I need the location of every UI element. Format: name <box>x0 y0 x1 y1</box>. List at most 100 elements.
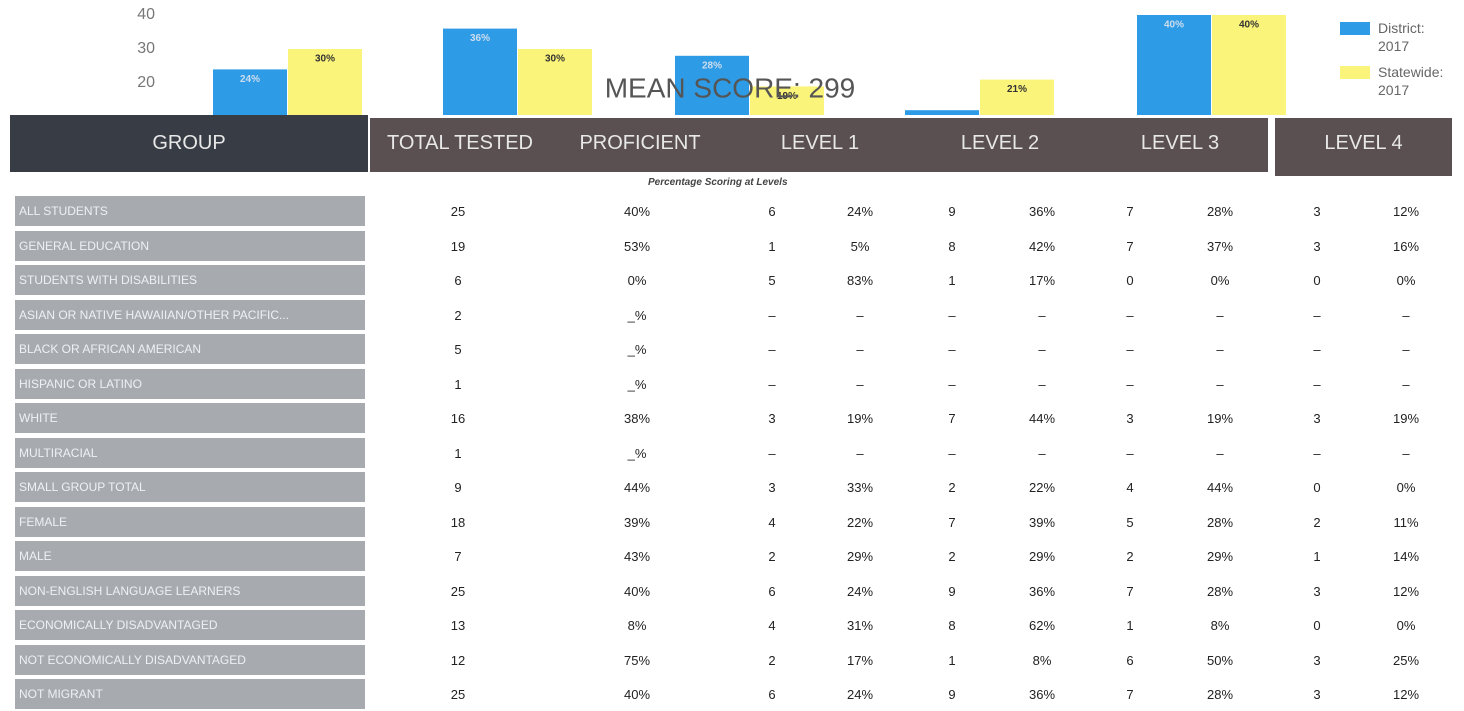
group-label: WHITE <box>15 403 365 433</box>
table-cell: 2 <box>768 652 776 668</box>
group-label: SMALL GROUP TOTAL <box>15 472 365 502</box>
table-cell: 3 <box>1126 411 1134 426</box>
table-cell: – <box>1126 342 1134 357</box>
table-cell: 39% <box>1028 514 1056 530</box>
table-cell: 28% <box>1206 204 1234 219</box>
table-cell: – <box>1126 376 1134 392</box>
table-cell: 5 <box>454 342 462 357</box>
table-cell: 14% <box>1392 549 1420 564</box>
table-cell: 6 <box>768 687 776 702</box>
y-tick-label: 30 <box>137 40 155 57</box>
table-cell: 40% <box>623 204 651 219</box>
bar-label: 21% <box>1007 84 1027 95</box>
table-cell: – <box>1313 342 1321 357</box>
table-cell: 24% <box>846 583 874 599</box>
table-cell: 40% <box>623 687 651 702</box>
table-cell: – <box>1038 342 1046 357</box>
legend-label: District: 2017 <box>1378 20 1425 54</box>
table-cell: – <box>1038 307 1046 323</box>
table-cell: 4 <box>1126 480 1134 495</box>
subheader: Percentage Scoring at Levels <box>648 177 788 188</box>
table-cell: 12% <box>1392 204 1420 219</box>
table-cell: 0% <box>627 273 647 288</box>
table-cell: 25 <box>450 204 466 219</box>
table-cell: 28% <box>1206 687 1234 702</box>
table-cell: – <box>1216 376 1224 392</box>
bar <box>1137 15 1211 115</box>
table-cell: 18 <box>450 514 466 530</box>
table-cell: 36% <box>1028 204 1056 219</box>
table-cell: – <box>1402 376 1410 392</box>
group-label: HISPANIC OR LATINO <box>15 368 365 399</box>
table-cell: 40% <box>623 583 651 599</box>
table-cell: 3 <box>768 480 776 495</box>
bar <box>675 55 749 115</box>
bar-label: 24% <box>240 74 260 85</box>
bar <box>750 86 824 115</box>
table-cell: 2 <box>1313 514 1321 530</box>
group-label: ASIAN OR NATIVE HAWAIIAN/OTHER PACIFIC..… <box>15 299 365 330</box>
table-cell: 3 <box>768 411 776 426</box>
table-cell: – <box>948 445 956 461</box>
table-cell: 11% <box>1393 514 1419 530</box>
group-label: ECONOMICALLY DISADVANTAGED <box>15 610 365 640</box>
group-label: FEMALE <box>15 506 365 537</box>
table-cell: – <box>1216 342 1224 357</box>
table-cell: – <box>1313 376 1321 392</box>
bar <box>1212 15 1286 115</box>
table-cell: – <box>856 376 864 392</box>
group-label: STUDENTS WITH DISABILITIES <box>15 265 365 295</box>
bar <box>905 110 979 115</box>
table-cell: 28% <box>1206 514 1234 530</box>
table-cell: – <box>1216 307 1224 323</box>
table-cell: 0 <box>1313 480 1321 495</box>
table-cell: 42% <box>1028 238 1056 254</box>
table-cell: 8 <box>948 618 956 633</box>
table-cell: 25 <box>450 687 466 702</box>
table-cell: 7 <box>948 514 956 530</box>
table-cell: 44% <box>1206 480 1234 495</box>
column-header: LEVEL 1 <box>780 132 860 154</box>
table-cell: 3 <box>1313 687 1321 702</box>
table-cell: 4 <box>768 514 776 530</box>
table-cell: 9 <box>948 687 956 702</box>
column-header: LEVEL 4 <box>1324 132 1403 154</box>
table-cell: 1 <box>948 273 956 288</box>
column-header: TOTAL TESTED <box>387 132 533 154</box>
table-cell: 9 <box>454 480 462 495</box>
table-cell: 29% <box>1028 549 1056 564</box>
table-cell: – <box>1313 307 1321 323</box>
table-cell: _% <box>627 445 647 461</box>
table-cell: 36% <box>1028 583 1056 599</box>
table-cell: 39% <box>623 514 651 530</box>
table-cell: 31% <box>846 618 874 633</box>
table-cell: – <box>856 342 864 357</box>
group-label: GENERAL EDUCATION <box>15 230 365 261</box>
table-cell: 0 <box>1313 273 1321 288</box>
table-cell: 5 <box>768 273 776 288</box>
table-cell: 6 <box>768 204 776 219</box>
column-header: GROUP <box>152 132 226 154</box>
table-cell: 24% <box>846 687 874 702</box>
table-cell: 19% <box>1392 411 1420 426</box>
group-label: NOT ECONOMICALLY DISADVANTAGED <box>15 644 365 675</box>
table-cell: – <box>1402 445 1410 461</box>
table-cell: 1 <box>768 238 776 254</box>
table-cell: – <box>1038 376 1046 392</box>
bar-label: 19% <box>777 91 797 102</box>
table-cell: 2 <box>1126 549 1134 564</box>
table-cell: 25% <box>1392 652 1420 668</box>
table-cell: 25 <box>450 583 466 599</box>
group-header-bg <box>10 115 368 172</box>
table-cell: 13 <box>450 618 466 633</box>
table-cell: 7 <box>1126 687 1134 702</box>
table-cell: 3 <box>1313 411 1321 426</box>
table-cell: – <box>1402 342 1410 357</box>
table-cell: – <box>1402 307 1410 323</box>
group-label: MALE <box>15 541 365 571</box>
table-cell: 3 <box>1313 238 1321 254</box>
table-cell: 0% <box>1396 618 1416 633</box>
table-cell: 6 <box>454 273 462 288</box>
table-cell: 12% <box>1392 583 1420 599</box>
legend-label: Statewide: 2017 <box>1378 64 1444 98</box>
